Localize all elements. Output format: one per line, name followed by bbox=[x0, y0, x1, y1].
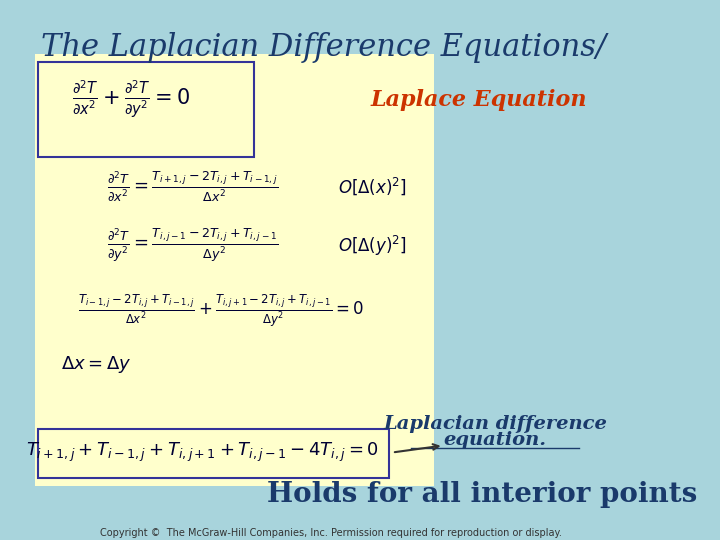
Text: equation.: equation. bbox=[444, 431, 546, 449]
Text: Holds for all interior points: Holds for all interior points bbox=[267, 481, 697, 508]
FancyBboxPatch shape bbox=[38, 429, 389, 478]
Text: $O[\Delta(y)^2]$: $O[\Delta(y)^2]$ bbox=[338, 234, 407, 258]
Text: $\frac{\partial^2 T}{\partial x^2} = \frac{T_{i+1,j} - 2T_{i,j} + T_{i-1,j}}{\De: $\frac{\partial^2 T}{\partial x^2} = \fr… bbox=[107, 170, 278, 203]
Text: Laplacian difference: Laplacian difference bbox=[383, 415, 607, 433]
Text: $\frac{T_{i-1,j} - 2T_{i,j} + T_{i-1,j}}{\Delta x^2} + \frac{T_{i,j+1} - 2T_{i,j: $\frac{T_{i-1,j} - 2T_{i,j} + T_{i-1,j}}… bbox=[78, 292, 364, 329]
Text: Copyright ©  The McGraw-Hill Companies, Inc. Permission required for reproductio: Copyright © The McGraw-Hill Companies, I… bbox=[100, 528, 562, 538]
Text: $O[\Delta(x)^2]$: $O[\Delta(x)^2]$ bbox=[338, 176, 407, 197]
Text: $\frac{\partial^2 T}{\partial x^2} + \frac{\partial^2 T}{\partial y^2} = 0$: $\frac{\partial^2 T}{\partial x^2} + \fr… bbox=[72, 79, 190, 121]
Text: Laplace Equation: Laplace Equation bbox=[371, 89, 588, 111]
Text: $\frac{\partial^2 T}{\partial y^2} = \frac{T_{i,j-1} - 2T_{i,j} + T_{i,j-1}}{\De: $\frac{\partial^2 T}{\partial y^2} = \fr… bbox=[107, 227, 278, 265]
FancyBboxPatch shape bbox=[35, 54, 434, 486]
Text: $\Delta x = \Delta y$: $\Delta x = \Delta y$ bbox=[60, 354, 131, 375]
FancyBboxPatch shape bbox=[38, 62, 253, 157]
Text: $T_{i+1,j} + T_{i-1,j} + T_{i,j+1} + T_{i,j-1} - 4T_{i,j} = 0$: $T_{i+1,j} + T_{i-1,j} + T_{i,j+1} + T_{… bbox=[26, 441, 379, 464]
Text: The Laplacian Difference Equations/: The Laplacian Difference Equations/ bbox=[41, 32, 606, 63]
